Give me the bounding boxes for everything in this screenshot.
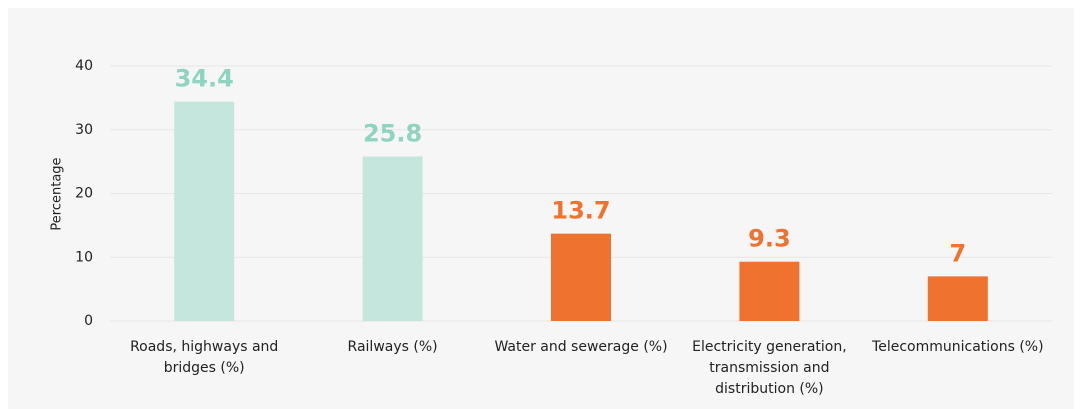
x-tick-label: Telecommunications (%) — [872, 339, 1044, 355]
x-tick-label: Electricity generation, transmission and… — [692, 339, 847, 397]
y-tick-label: 10 — [75, 249, 93, 265]
x-tick-label: Water and sewerage (%) — [494, 339, 668, 355]
value-label: 25.8 — [363, 120, 422, 148]
value-label: 34.4 — [175, 65, 234, 93]
y-axis-label: Percentage — [50, 157, 65, 230]
value-label: 9.3 — [748, 225, 791, 253]
y-tick-label: 40 — [75, 58, 93, 74]
bar — [551, 233, 611, 321]
bar — [174, 101, 235, 321]
bar — [927, 276, 988, 321]
bar — [362, 156, 423, 321]
value-label: 13.7 — [551, 197, 610, 225]
y-tick-label: 0 — [84, 313, 93, 329]
x-tick-label: Roads, highways and bridges (%) — [130, 339, 279, 376]
value-label: 7 — [949, 239, 966, 267]
bar — [739, 261, 800, 321]
y-tick-label: 20 — [75, 186, 93, 202]
x-tick-label: Railways (%) — [347, 339, 438, 355]
y-tick-label: 30 — [75, 122, 93, 138]
